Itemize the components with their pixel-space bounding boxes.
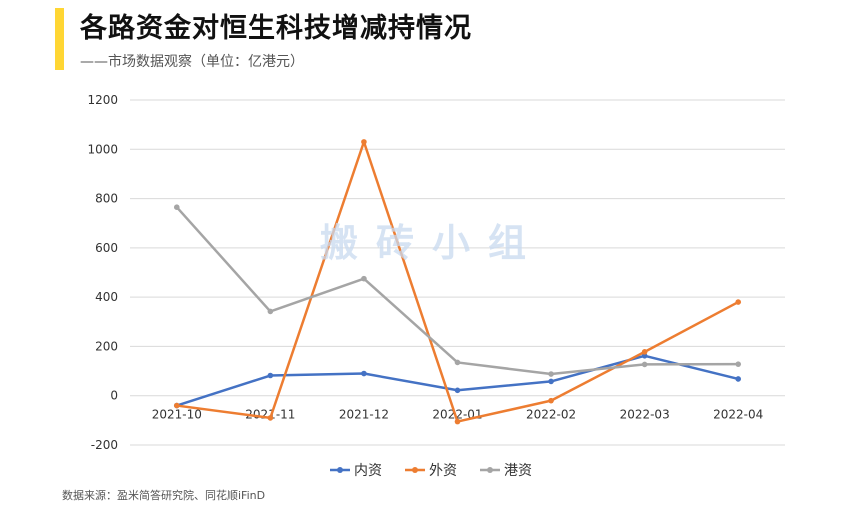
y-tick-label: -200: [91, 438, 118, 452]
x-tick-label: 2021-12: [339, 408, 389, 422]
data-point: [735, 361, 742, 367]
title-accent-bar: [55, 8, 64, 70]
data-point: [173, 402, 180, 409]
data-point: [641, 349, 648, 355]
watermark: 搬砖小组: [320, 221, 545, 265]
x-tick-label: 2022-03: [620, 408, 670, 422]
data-point: [454, 387, 461, 394]
y-tick-label: 0: [110, 389, 118, 403]
x-tick-label: 2022-02: [526, 408, 576, 422]
chart-subtitle: ——市场数据观察（单位：亿港元）: [80, 54, 304, 70]
legend-label: 外资: [429, 463, 457, 479]
data-point: [361, 370, 367, 377]
y-tick-label: 1000: [87, 142, 118, 156]
legend-label: 港资: [504, 463, 532, 479]
data-point: [735, 299, 742, 305]
data-point: [267, 415, 274, 421]
y-tick-label: 400: [95, 290, 118, 304]
source-note: 数据来源：盈米简答研究院、同花顺iFinD: [62, 489, 266, 502]
legend-marker: [412, 467, 418, 473]
x-tick-label: 2021-10: [152, 408, 202, 422]
data-point: [548, 397, 554, 404]
y-tick-label: 1200: [87, 93, 118, 107]
data-point: [641, 352, 648, 359]
data-point: [173, 204, 180, 210]
data-point: [267, 372, 274, 379]
y-tick-label: 200: [95, 339, 118, 353]
data-point: [735, 376, 742, 382]
legend-marker: [337, 467, 343, 473]
data-point: [361, 139, 367, 145]
data-point: [641, 361, 648, 368]
y-tick-label: 600: [95, 241, 118, 255]
data-point: [267, 308, 274, 315]
data-point: [548, 378, 554, 385]
x-tick-label: 2022-04: [713, 408, 763, 422]
y-tick-label: 800: [95, 192, 118, 206]
data-point: [361, 275, 367, 282]
data-point: [548, 371, 554, 377]
data-point: [454, 418, 461, 425]
chart-title: 各路资金对恒生科技增减持情况: [80, 13, 472, 44]
data-point: [454, 359, 461, 366]
legend-label: 内资: [354, 463, 382, 479]
legend-marker: [487, 467, 493, 473]
